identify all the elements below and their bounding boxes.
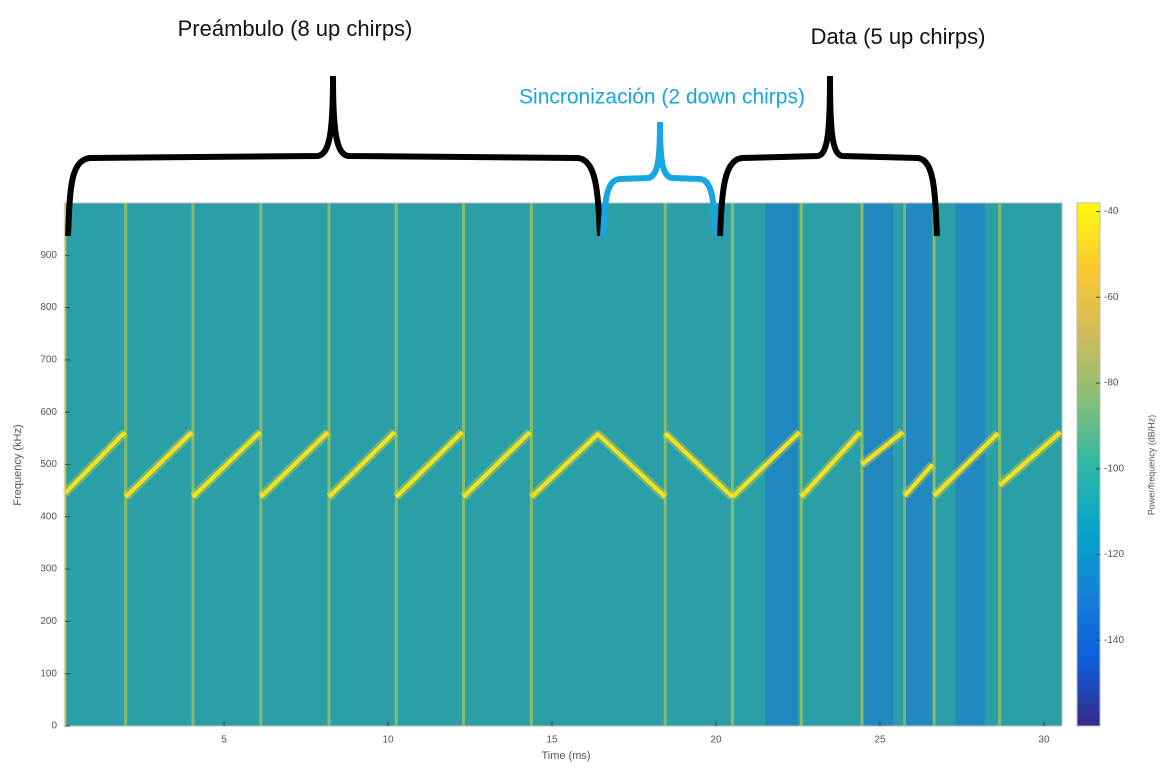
x-tick-label: 25 [874,735,886,746]
sync-label: Sincronización (2 down chirps) [519,86,805,109]
low-power-band [955,203,985,726]
x-tick-label: 10 [382,735,394,746]
y-tick-label: 0 [51,721,57,732]
y-tick-label: 100 [40,668,57,679]
sync-bracket [600,121,719,237]
y-axis-label: Frequency (kHz) [12,424,24,505]
y-tick-label: 600 [40,407,57,418]
data-label: Data (5 up chirps) [811,24,986,49]
chirp-trace [63,430,1062,499]
colorbar-tick-label: -60 [1104,292,1119,303]
low-power-band [863,203,894,726]
preamble-bracket [65,75,603,237]
low-power-band [902,203,933,726]
y-tick-label: 300 [40,564,57,575]
colorbar [1076,202,1101,727]
y-tick-label: 500 [40,459,57,470]
x-tick-label: 15 [546,735,558,746]
colorbar-tick-label: -100 [1104,463,1124,474]
colorbar-tick-label: -140 [1104,635,1124,646]
x-tick-label: 30 [1038,735,1050,746]
x-axis-label: Time (ms) [541,750,590,762]
y-tick-label: 800 [40,302,57,313]
y-tick-label: 900 [40,250,57,261]
colorbar-tick-label: -120 [1104,549,1124,560]
colorbar-tick-label: -40 [1104,206,1119,217]
x-tick-label: 20 [710,735,722,746]
y-tick-label: 700 [40,355,57,366]
colorbar-tick-label: -80 [1104,378,1119,389]
y-tick-label: 200 [40,616,57,627]
preamble-label: Preámbulo (8 up chirps) [178,16,413,41]
x-tick-label: 5 [221,735,227,746]
y-tick-label: 400 [40,511,57,522]
data-bracket [717,75,940,237]
low-power-band [765,203,798,726]
colorbar-label: Power/frequency (dB/Hz) [1146,415,1156,516]
